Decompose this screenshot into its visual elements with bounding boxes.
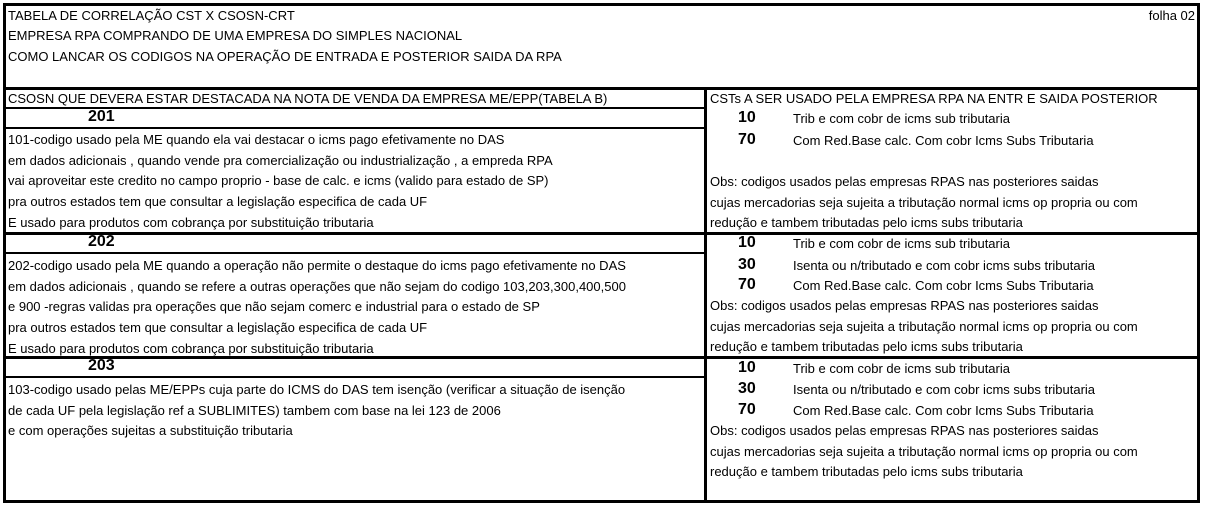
- cst-description: Trib e com cobr de icms sub tributaria: [793, 361, 1010, 376]
- csosn-row-bottom-line: [3, 252, 704, 254]
- csosn-row-bottom-line: [3, 127, 704, 129]
- cst-code: 70: [738, 276, 756, 293]
- csosn-description-line: em dados adicionais , quando se refere a…: [8, 279, 626, 294]
- cst-code: 10: [738, 359, 756, 376]
- csosn-description-line: pra outros estados tem que consultar a l…: [8, 194, 428, 209]
- observation-line: redução e tambem tributadas pelo icms su…: [710, 215, 1023, 230]
- csosn-code: 203: [88, 357, 115, 374]
- csosn-description-line: pra outros estados tem que consultar a l…: [8, 320, 428, 335]
- cst-description: Isenta ou n/tributado e com cobr icms su…: [793, 258, 1096, 273]
- cst-description: Com Red.Base calc. Com cobr Icms Subs Tr…: [793, 403, 1094, 418]
- observation-line: Obs: codigos usados pelas empresas RPAS …: [710, 298, 1099, 313]
- observation-line: Obs: codigos usados pelas empresas RPAS …: [710, 174, 1099, 189]
- csosn-description-line: vai aproveitar este credito no campo pro…: [8, 173, 549, 188]
- csosn-row-top-line: [3, 107, 704, 109]
- csosn-description-line: 101-codigo usado pela ME quando ela vai …: [8, 132, 505, 147]
- cst-description: Trib e com cobr de icms sub tributaria: [793, 111, 1010, 126]
- cst-description: Trib e com cobr de icms sub tributaria: [793, 236, 1010, 251]
- observation-line: redução e tambem tributadas pelo icms su…: [710, 464, 1023, 479]
- cst-code: 70: [738, 131, 756, 148]
- cst-code: 10: [738, 109, 756, 126]
- block-divider: [3, 356, 1200, 359]
- csosn-code: 201: [88, 108, 115, 125]
- observation-line: cujas mercadorias seja sujeita a tributa…: [710, 319, 1138, 334]
- csosn-description-line: E usado para produtos com cobrança por s…: [8, 215, 374, 230]
- csosn-description-line: 202-codigo usado pela ME quando a operaç…: [8, 258, 626, 273]
- csosn-description-line: e com operações sujeitas a substituição …: [8, 423, 293, 438]
- csosn-description-line: em dados adicionais , quando vende pra c…: [8, 153, 553, 168]
- block-divider: [3, 232, 1200, 235]
- csosn-code: 202: [88, 233, 115, 250]
- left-column-header: CSOSN QUE DEVERA ESTAR DESTACADA NA NOTA…: [8, 91, 608, 106]
- cst-code: 10: [738, 234, 756, 251]
- right-column-header: CSTs A SER USADO PELA EMPRESA RPA NA ENT…: [710, 91, 1158, 106]
- sheet-number: folha 02: [1148, 8, 1195, 23]
- csosn-description-line: 103-codigo usado pelas ME/EPPs cuja part…: [8, 382, 626, 397]
- document-title: TABELA DE CORRELAÇÃO CST X CSOSN-CRT: [8, 8, 295, 23]
- cst-code: 30: [738, 256, 756, 273]
- cst-description: Com Red.Base calc. Com cobr Icms Subs Tr…: [793, 133, 1094, 148]
- document-subtitle: EMPRESA RPA COMPRANDO DE UMA EMPRESA DO …: [8, 28, 463, 43]
- cst-description: Isenta ou n/tributado e com cobr icms su…: [793, 382, 1096, 397]
- observation-line: cujas mercadorias seja sujeita a tributa…: [710, 195, 1138, 210]
- document-subtitle-2: COMO LANCAR OS CODIGOS NA OPERAÇÃO DE EN…: [8, 49, 562, 64]
- observation-line: cujas mercadorias seja sujeita a tributa…: [710, 444, 1138, 459]
- csosn-row-bottom-line: [3, 376, 704, 378]
- csosn-description-line: de cada UF pela legislação ref a SUBLIMI…: [8, 403, 501, 418]
- observation-line: Obs: codigos usados pelas empresas RPAS …: [710, 423, 1099, 438]
- cst-code: 30: [738, 380, 756, 397]
- column-divider: [704, 87, 707, 500]
- csosn-description-line: E usado para produtos com cobrança por s…: [8, 341, 374, 356]
- cst-description: Com Red.Base calc. Com cobr Icms Subs Tr…: [793, 278, 1094, 293]
- csosn-description-line: e 900 -regras validas pra operações que …: [8, 299, 540, 314]
- cst-code: 70: [738, 401, 756, 418]
- header-divider: [3, 87, 1200, 90]
- observation-line: redução e tambem tributadas pelo icms su…: [710, 339, 1023, 354]
